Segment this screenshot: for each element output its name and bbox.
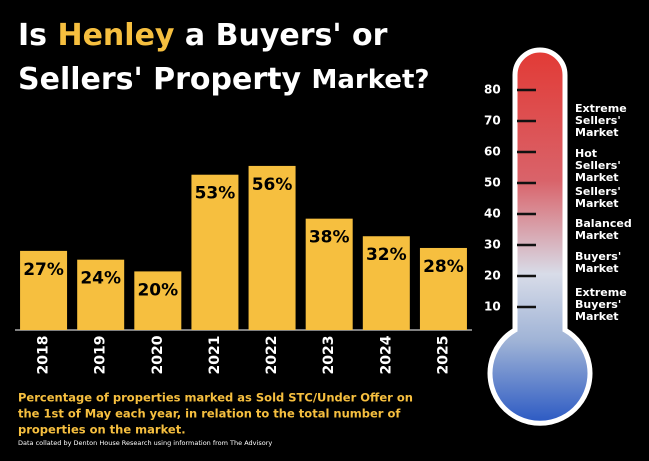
bar: [191, 174, 239, 330]
title: Is Henley a Buyers' or: [18, 18, 388, 53]
value-label: 38%: [309, 228, 350, 248]
title-highlight: Henley: [57, 18, 174, 53]
title-text: Is: [18, 18, 57, 53]
value-label: 53%: [195, 184, 236, 204]
zone-label: Sellers': [575, 159, 621, 172]
zone-label: Market: [575, 310, 619, 323]
value-label: 56%: [252, 175, 293, 195]
caption-line: the 1st of May each year, in relation to…: [18, 407, 401, 421]
x-tick-label: 2022: [264, 336, 280, 375]
x-tick-label: 2020: [150, 335, 166, 374]
zone-label: Balanced: [575, 217, 632, 230]
x-tick-label: 2025: [435, 336, 451, 375]
value-label: 20%: [137, 280, 178, 300]
caption-line: Percentage of properties marked as Sold …: [18, 391, 413, 405]
title: Sellers' Property Market?: [18, 62, 430, 97]
value-label: 28%: [423, 257, 464, 277]
zone-label: Extreme: [575, 102, 627, 115]
zone-label: Extreme: [575, 286, 627, 299]
bar: [20, 250, 68, 330]
bar: [419, 247, 467, 330]
x-tick-label: 2021: [207, 336, 223, 375]
scale-label: 10: [484, 300, 501, 314]
x-tick-label: 2023: [321, 336, 337, 375]
bar: [305, 218, 353, 330]
zone-label: Market: [575, 126, 619, 139]
scale-label: 80: [484, 83, 501, 97]
zone-label: Market: [575, 197, 619, 210]
zone-label: Sellers': [575, 185, 621, 198]
zone-label: Hot: [575, 147, 597, 160]
bar: [77, 259, 125, 330]
caption-line: properties on the market.: [18, 423, 186, 437]
zone-label: Sellers': [575, 114, 621, 127]
zone-label: Market: [575, 229, 619, 242]
thermometer-shape: [487, 47, 593, 426]
x-tick-label: 2018: [36, 336, 52, 375]
zone-label: Buyers': [575, 298, 621, 311]
x-tick-label: 2024: [378, 335, 394, 374]
scale-label: 50: [484, 176, 501, 190]
scale-label: 40: [484, 207, 501, 221]
title-text: a Buyers' or: [174, 18, 387, 53]
caption: Percentage of properties marked as Sold …: [18, 391, 413, 437]
x-tick-label: 2019: [93, 336, 109, 375]
zone-label: Market: [575, 262, 619, 275]
scale-label: 60: [484, 145, 501, 159]
value-label: 24%: [80, 269, 121, 289]
zone-label: Market: [575, 171, 619, 184]
scale-label: 20: [484, 269, 501, 283]
value-label: 27%: [23, 260, 64, 280]
value-label: 32%: [366, 245, 407, 265]
title-text: Sellers' Property: [18, 62, 301, 97]
title-text: Market?: [312, 65, 430, 95]
bar: [248, 165, 296, 330]
zone-label: Buyers': [575, 250, 621, 263]
bar: [134, 271, 182, 330]
bar: [362, 236, 410, 330]
scale-label: 70: [484, 114, 501, 128]
scale-label: 30: [484, 238, 501, 252]
source-note: Data collated by Denton House Research u…: [18, 439, 272, 447]
thermometer: [487, 47, 593, 426]
